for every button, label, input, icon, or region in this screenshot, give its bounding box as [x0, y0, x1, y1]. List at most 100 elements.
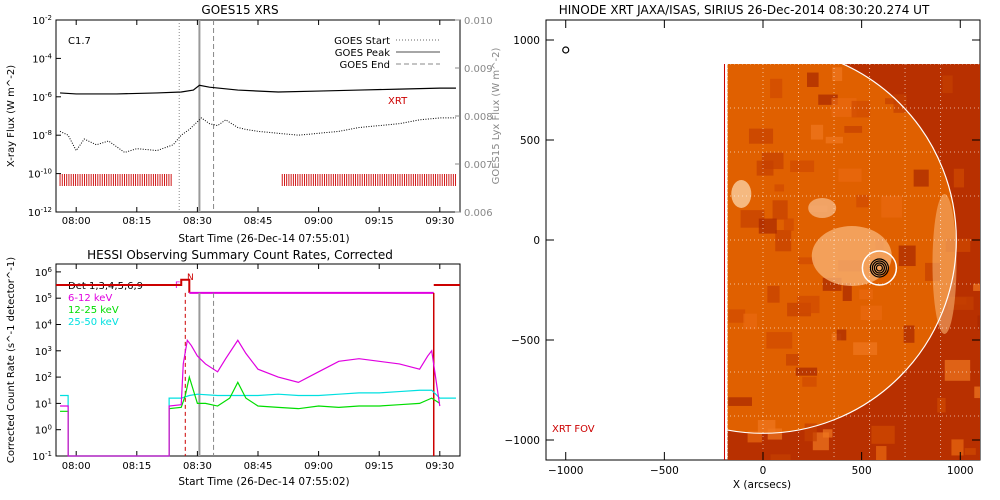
xrt-image-patch [844, 126, 863, 133]
goes-xrt-label: XRT [388, 96, 408, 107]
xrt-image-patch [881, 196, 903, 218]
xrt-image-patch [767, 428, 783, 440]
xrt-contour [873, 262, 885, 274]
xrt-y-tick-label: 500 [520, 135, 540, 147]
hessi-y-tick-label: 102 [35, 371, 52, 384]
xrt-y-tick-label: 1000 [513, 35, 540, 47]
goes-title: GOES15 XRS [201, 3, 278, 17]
xrt-image-patch [876, 446, 887, 460]
xrt-marker [562, 46, 570, 54]
hessi-xlabel: Start Time (26-Dec-14 07:55:02) [178, 476, 349, 488]
goes-panel: GOES15 XRS Start Time (26-Dec-14 07:55:0… [6, 3, 502, 245]
xrt-image-patch [953, 168, 965, 188]
xrt-image-patch [766, 332, 793, 349]
xrt-image-patch [818, 94, 838, 105]
xrt-y-tick-label: −500 [511, 335, 540, 347]
goes-y-tick-label: 10-8 [32, 129, 52, 142]
xrt-contour [875, 264, 883, 272]
xrt-image-patch [913, 169, 929, 187]
xrt-y-tick-label: −1000 [504, 435, 540, 447]
hessi-y-tick-label: 105 [35, 292, 52, 305]
xrt-image-patch [767, 285, 780, 303]
legend-goes-start: GOES Start [334, 36, 390, 47]
xrt-image-patch [964, 448, 976, 455]
xrt-image-patch [743, 313, 757, 330]
goes-y-right-tick-label: 0.009 [464, 64, 493, 75]
legend-goes-peak: GOES Peak [335, 48, 390, 59]
xrt-image-patch [831, 333, 842, 341]
hessi-x-tick-label: 08:45 [244, 461, 273, 472]
goes-series-xrs-long [60, 84, 456, 95]
xrt-image-patch [748, 128, 774, 144]
hessi-red-status-line [56, 278, 191, 293]
xrt-image-patch [856, 194, 869, 208]
xrt-image-patch [790, 160, 815, 173]
hessi-y-tick-label: 100 [35, 424, 52, 437]
goes-x-tick-label: 08:15 [122, 216, 151, 227]
goes-xlabel: Start Time (26-Dec-14 07:55:01) [178, 233, 349, 245]
xrt-image-patch [822, 429, 833, 438]
xrt-image-patch [937, 397, 946, 413]
goes-y-tick-label: 10-10 [28, 168, 52, 181]
xrt-image-patch [772, 200, 788, 220]
xrt-contour [871, 260, 887, 276]
xrt-image-patch [951, 439, 964, 456]
hessi-legend-header: Det 1,3,4,5,6,9 [68, 281, 143, 292]
xrt-image-patch [903, 325, 915, 343]
xrt-image-patch [836, 329, 847, 341]
goes-x-tick-label: 08:45 [244, 216, 273, 227]
xrt-image-patch [775, 230, 792, 252]
hessi-flag-n: N [187, 273, 194, 283]
xrt-image-patch [783, 218, 794, 231]
goes-x-tick-label: 09:15 [365, 216, 394, 227]
xrt-contour [869, 258, 889, 278]
hessi-x-tick-label: 09:30 [425, 461, 454, 472]
hessi-y-tick-label: 104 [35, 318, 53, 331]
goes-x-tick-label: 08:30 [183, 216, 212, 227]
xrt-image-patch [838, 168, 862, 182]
xrt-image-patch [807, 72, 819, 87]
goes-plot-frame [55, 19, 461, 213]
goes-ylabel-right: GOES15 Lyx Flux (W m^-2) [491, 48, 502, 185]
goes-y-tick-label: 10-6 [32, 91, 52, 104]
hessi-ylabel: Corrected Count Rate (s^-1 detector^-1) [6, 257, 17, 463]
xrt-image-patch [758, 218, 777, 234]
xrt-image-patch [798, 257, 815, 265]
xrt-image-patch [977, 315, 980, 331]
hessi-y-tick-label: 10-1 [32, 450, 52, 463]
xrt-image-patch [860, 305, 882, 321]
xrt-image-patch [871, 425, 895, 444]
goes-x-tick-label: 09:00 [304, 216, 333, 227]
hessi-legend-25-50: 25-50 keV [68, 317, 119, 328]
hessi-x-tick-label: 09:00 [304, 461, 333, 472]
xrt-panel: HINODE XRT JAXA/ISAS, SIRIUS 26-Dec-2014… [504, 3, 981, 491]
hessi-y-tick-label: 101 [35, 397, 52, 410]
xrt-x-tick-label: 500 [852, 465, 872, 477]
xrt-image-patch [810, 124, 824, 140]
xrt-image-patch [885, 98, 897, 105]
goes-y-right-tick-label: 0.008 [464, 112, 493, 123]
xrt-image-patch [786, 354, 800, 366]
xrt-y-tick-label: 0 [533, 235, 540, 247]
goes-y-tick-label: 10-4 [32, 52, 52, 65]
xrt-x-tick-label: 1000 [947, 465, 974, 477]
goes-y-tick-label: 10-2 [32, 14, 52, 27]
xrt-bright-spot [731, 180, 752, 208]
xrt-image-patch [740, 210, 765, 228]
xrt-limb-brightening [932, 194, 957, 334]
xrt-image-patch [831, 98, 857, 117]
xrt-image-patch [770, 78, 783, 99]
xrt-image-patch [942, 75, 953, 94]
xrt-image-patch [974, 386, 980, 399]
xrt-image-patch [898, 245, 916, 267]
hessi-series-25-50 [60, 389, 456, 457]
xrt-x-tick-label: −1000 [548, 465, 584, 477]
xrt-image-patch [802, 377, 817, 387]
hessi-legend: Det 1,3,4,5,6,9 6-12 keV 12-25 keV 25-50… [68, 281, 143, 328]
xrt-title: HINODE XRT JAXA/ISAS, SIRIUS 26-Dec-2014… [559, 3, 930, 17]
xrt-bright-spot [808, 198, 837, 218]
hessi-y-tick-label: 103 [35, 345, 52, 358]
goes-legend: GOES Start GOES Peak GOES End [334, 36, 440, 71]
goes-class-annotation: C1.7 [68, 36, 91, 47]
